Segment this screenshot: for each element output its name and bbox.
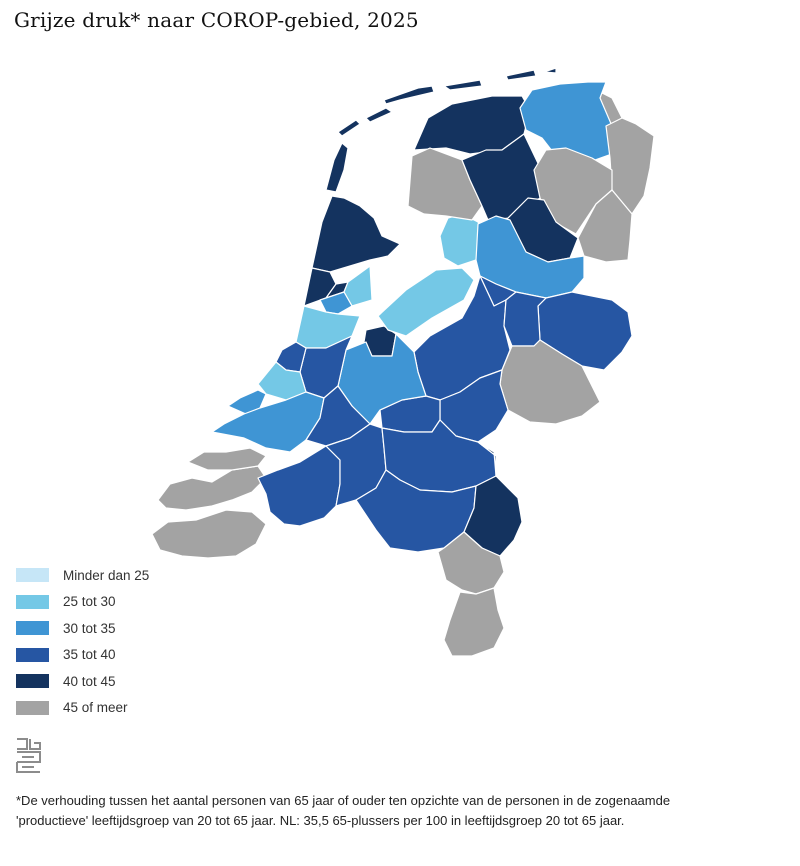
region-kop-van-noord-holland	[311, 195, 401, 273]
map-title: Grijze druk* naar COROP-gebied, 2025	[14, 8, 419, 32]
legend-swatch	[16, 568, 49, 583]
region-aggl-s-gravenhage	[257, 361, 307, 401]
region-overig-zeeland	[157, 465, 267, 511]
legend-swatch	[16, 700, 49, 715]
legend-label: 30 tot 35	[63, 620, 116, 636]
footnote: *De verhouding tussen het aantal persone…	[16, 793, 671, 828]
legend-swatch	[16, 594, 49, 609]
netherlands-corop-map	[151, 67, 655, 657]
legend-swatch	[16, 674, 49, 689]
legend-item: Minder dan 25	[16, 562, 149, 589]
legend-label: 45 of meer	[63, 700, 128, 716]
region-zuid-limburg	[443, 587, 505, 657]
region-zaanstreek	[343, 265, 373, 307]
legend-label: Minder dan 25	[63, 567, 150, 583]
region-flevoland	[377, 267, 475, 337]
region-zeeuws-vlaanderen	[151, 509, 267, 559]
region-overig-zeeland-north	[187, 447, 267, 471]
region-schiermonnikoog	[443, 79, 483, 91]
region-groot-amsterdam	[319, 291, 353, 315]
region-vlieland	[337, 119, 361, 137]
legend-swatch	[16, 621, 49, 636]
region-ameland	[383, 85, 435, 105]
legend-item: 35 tot 40	[16, 642, 149, 669]
region-groot-rijnmond	[211, 391, 325, 453]
legend-swatch	[16, 647, 49, 662]
region-agglomeratie-haarlem	[295, 305, 361, 349]
legend-label: 35 tot 40	[63, 647, 116, 663]
legend: Minder dan 25 25 tot 30 30 tot 35 35 tot…	[16, 562, 149, 721]
legend-item: 30 tot 35	[16, 615, 149, 642]
legend-label: 25 tot 30	[63, 594, 116, 610]
region-midden-limburg	[437, 531, 505, 595]
legend-label: 40 tot 45	[63, 673, 116, 689]
legend-item: 40 tot 45	[16, 668, 149, 695]
region-texel	[325, 142, 349, 193]
cbs-logo-icon	[16, 738, 41, 773]
legend-item: 25 tot 30	[16, 589, 149, 616]
region-west-noord-brabant	[257, 445, 341, 527]
legend-item: 45 of meer	[16, 695, 149, 722]
region-rottum-oost	[543, 67, 557, 74]
region-rottumeroog	[505, 69, 537, 81]
region-zuidoost-drenthe	[577, 189, 633, 263]
region-terschelling	[365, 107, 393, 123]
